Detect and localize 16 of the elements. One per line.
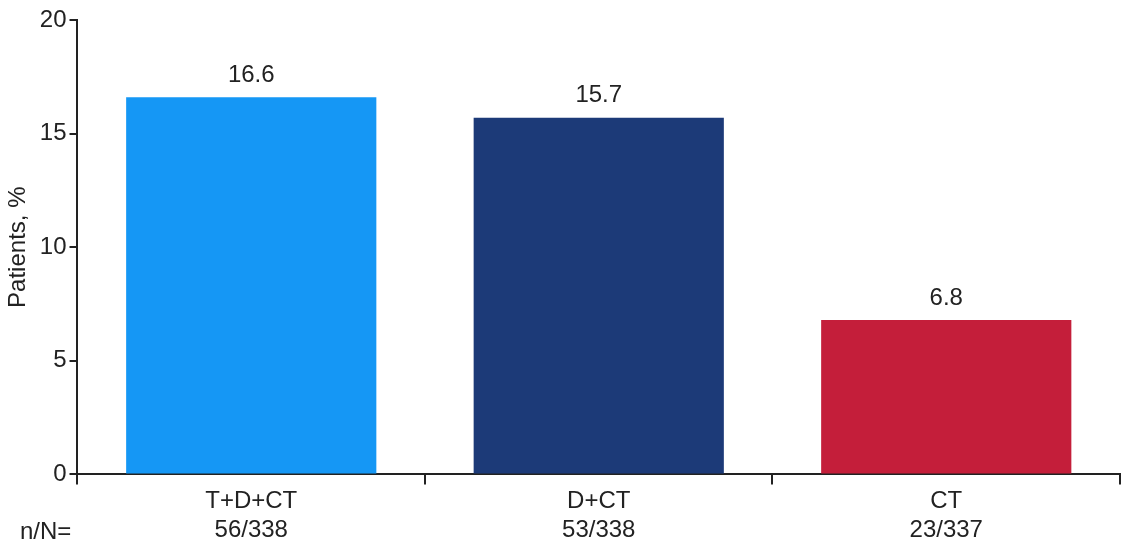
bar	[473, 117, 724, 474]
y-axis-title: Patients, %	[3, 186, 31, 308]
x-tick-label: CT 23/337	[909, 486, 983, 543]
y-tick-label: 5	[53, 345, 67, 373]
y-tick-label: 20	[39, 4, 67, 32]
y-tick-label: 15	[39, 118, 67, 146]
text: n/N=	[20, 516, 72, 544]
y-tick-label: 0	[53, 459, 67, 487]
data-label: 6.8	[929, 282, 963, 310]
bar	[821, 319, 1072, 474]
data-label: 15.7	[575, 80, 623, 108]
y-tick-label: 10	[39, 231, 67, 259]
x-tick-label: T+D+CT 56/338	[205, 486, 298, 543]
x-tick-label: D+CT 53/338	[562, 486, 636, 543]
data-label: 16.6	[227, 59, 275, 87]
bar	[126, 97, 377, 474]
